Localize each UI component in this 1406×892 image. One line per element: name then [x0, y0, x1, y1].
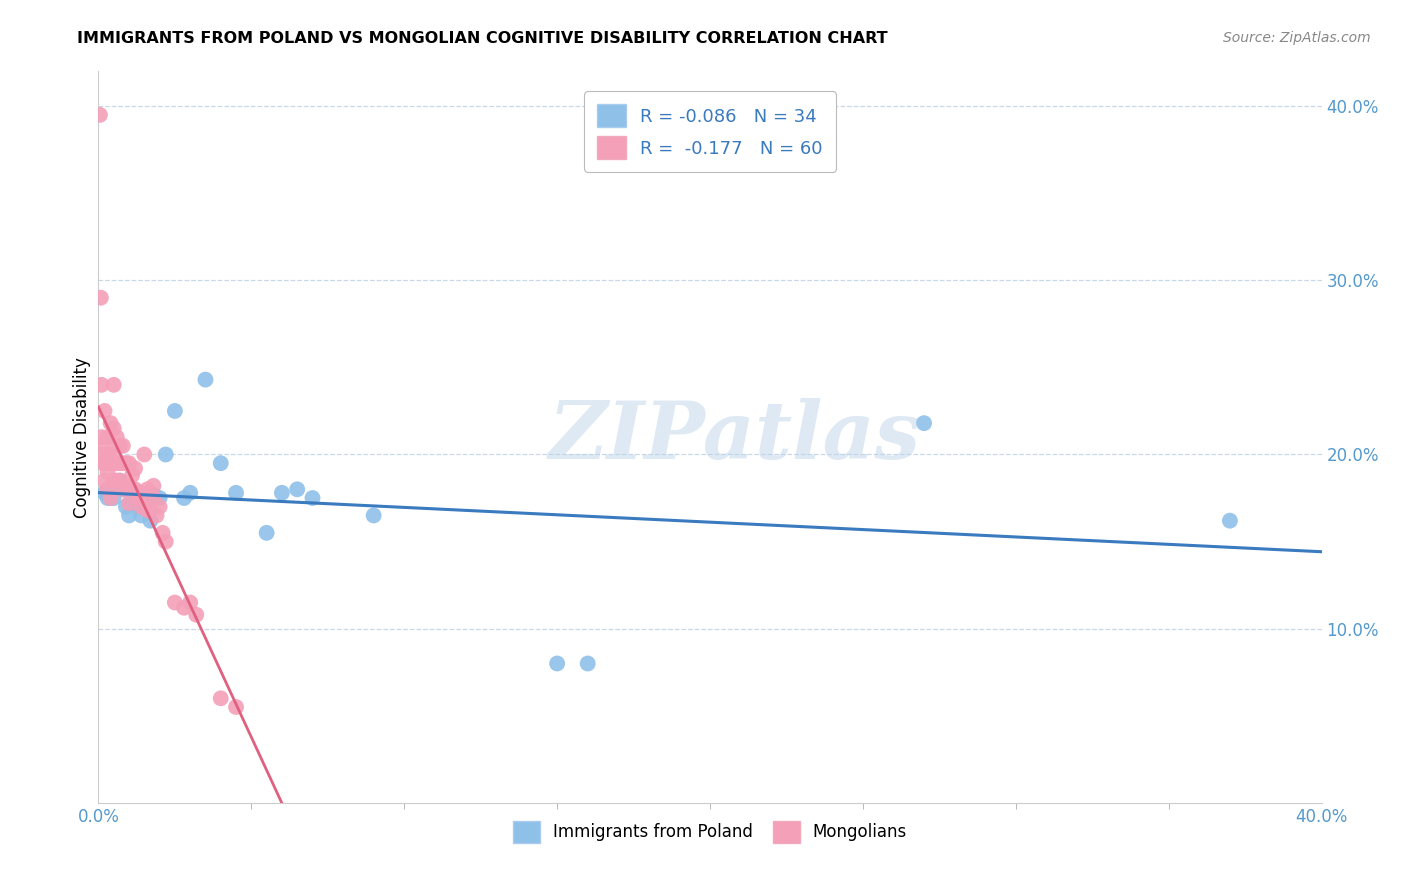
Point	[90, 448, 112, 462]
Point	[1219, 514, 1241, 528]
Point	[108, 474, 131, 488]
Point	[89, 108, 111, 122]
Point	[163, 595, 186, 609]
Point	[90, 291, 112, 305]
Point	[105, 430, 128, 444]
Point	[100, 491, 122, 505]
Point	[179, 485, 201, 500]
Point	[108, 439, 131, 453]
Point	[111, 456, 134, 470]
Point	[912, 416, 935, 430]
Point	[155, 448, 177, 462]
Legend: Immigrants from Poland, Mongolians: Immigrants from Poland, Mongolians	[506, 814, 914, 849]
Point	[108, 474, 131, 488]
Text: IMMIGRANTS FROM POLAND VS MONGOLIAN COGNITIVE DISABILITY CORRELATION CHART: IMMIGRANTS FROM POLAND VS MONGOLIAN COGN…	[77, 31, 889, 46]
Point	[118, 456, 141, 470]
Point	[105, 479, 128, 493]
Point	[155, 534, 177, 549]
Point	[93, 474, 115, 488]
Point	[121, 491, 143, 505]
Point	[139, 514, 162, 528]
Point	[124, 483, 146, 497]
Point	[121, 468, 143, 483]
Point	[136, 503, 159, 517]
Point	[127, 491, 149, 505]
Point	[93, 404, 115, 418]
Point	[118, 496, 141, 510]
Point	[163, 404, 186, 418]
Point	[91, 456, 114, 470]
Point	[142, 487, 165, 501]
Point	[134, 448, 156, 462]
Point	[134, 496, 156, 510]
Point	[270, 485, 292, 500]
Point	[301, 491, 323, 505]
Point	[97, 448, 120, 462]
Point	[100, 448, 122, 462]
Point	[97, 483, 120, 497]
Point	[103, 491, 125, 505]
Point	[124, 491, 146, 505]
Point	[209, 691, 232, 706]
Point	[576, 657, 599, 671]
Point	[100, 491, 122, 505]
Point	[173, 600, 195, 615]
Point	[139, 503, 162, 517]
Point	[118, 479, 141, 493]
Point	[111, 439, 134, 453]
Point	[145, 508, 167, 523]
Point	[127, 485, 149, 500]
Point	[225, 485, 247, 500]
Point	[97, 491, 120, 505]
Point	[94, 456, 117, 470]
Point	[363, 508, 385, 523]
Point	[173, 491, 195, 505]
Point	[136, 503, 159, 517]
Point	[115, 500, 138, 514]
Point	[136, 483, 159, 497]
Point	[134, 491, 156, 505]
Point	[142, 491, 165, 505]
Point	[97, 465, 120, 479]
Point	[186, 607, 208, 622]
Y-axis label: Cognitive Disability: Cognitive Disability	[73, 357, 91, 517]
Point	[103, 456, 125, 470]
Point	[194, 373, 217, 387]
Text: ZIPatlas: ZIPatlas	[548, 399, 921, 475]
Point	[546, 657, 568, 671]
Point	[90, 430, 112, 444]
Point	[103, 474, 125, 488]
Point	[179, 595, 201, 609]
Point	[90, 377, 112, 392]
Point	[103, 377, 125, 392]
Point	[105, 456, 128, 470]
Point	[129, 485, 152, 500]
Point	[93, 485, 115, 500]
Point	[115, 456, 138, 470]
Point	[225, 700, 247, 714]
Point	[105, 474, 128, 488]
Point	[152, 525, 174, 540]
Point	[124, 461, 146, 475]
Text: Source: ZipAtlas.com: Source: ZipAtlas.com	[1223, 31, 1371, 45]
Point	[103, 421, 125, 435]
Point	[256, 525, 278, 540]
Point	[129, 500, 152, 514]
Point	[111, 483, 134, 497]
Point	[118, 508, 141, 523]
Point	[209, 456, 232, 470]
Point	[100, 456, 122, 470]
Point	[111, 483, 134, 497]
Point	[115, 479, 138, 493]
Point	[149, 500, 172, 514]
Point	[100, 416, 122, 430]
Point	[93, 439, 115, 453]
Point	[127, 500, 149, 514]
Point	[108, 456, 131, 470]
Point	[97, 430, 120, 444]
Point	[142, 479, 165, 493]
Point	[149, 491, 172, 505]
Point	[129, 508, 152, 523]
Point	[285, 483, 308, 497]
